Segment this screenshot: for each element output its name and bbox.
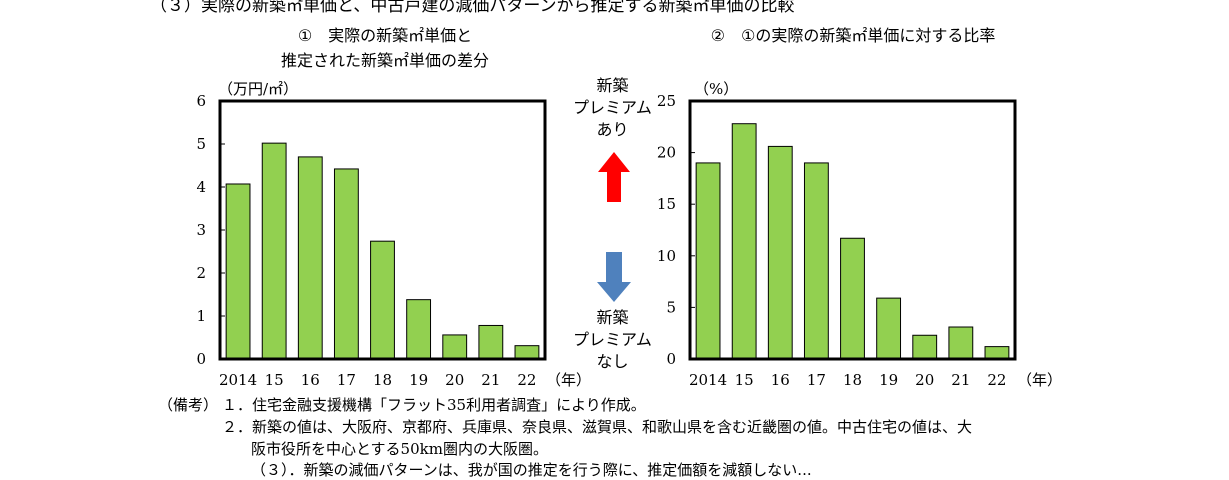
chart2-x-unit: （年）: [1017, 371, 1063, 389]
chart2-ytick-label: 0: [666, 350, 676, 368]
chart2-bar: [695, 162, 721, 360]
chart1-bar: [514, 345, 540, 360]
arrow-up-icon: [598, 152, 630, 202]
chart2-bar: [948, 326, 974, 360]
notes-label: （備考）: [158, 396, 219, 414]
chart1-plot: 0 1 2 3 4 5 6 2014 15 16 17 18 19 20 21 22: [196, 92, 547, 389]
chart2-xtick-label: 22: [987, 371, 1006, 389]
premium-no-label: 新築 プレミアム なし: [555, 307, 670, 373]
note-2: ２．新築の値は、大阪府、京都府、兵庫県、奈良県、滋賀県、和歌山県を含む近畿圏の値…: [222, 418, 973, 436]
chart2-bar: [984, 346, 1010, 360]
chart1-bar: [406, 299, 432, 360]
chart2-ytick-label: 5: [666, 298, 676, 316]
chart2-ytick-label: 15: [657, 195, 676, 213]
chart1-title-line1: ① 実際の新築㎡単価と: [297, 26, 473, 45]
arrow-down-icon: [597, 252, 631, 302]
chart2-xtick-label: 19: [879, 371, 898, 389]
chart2-xtick-label: 17: [807, 371, 826, 389]
premium-no-line1: 新築: [596, 308, 629, 327]
chart2-bar: [731, 123, 757, 360]
chart1-xtick-label: 15: [265, 371, 284, 389]
note-3: （３）．新築の減価パターンは、我が国の推定を行う際に、推定価額を減額しない...: [251, 461, 812, 479]
chart2-plot: 0 5 10 15 20 25 2014 15 16 17 18 19 20 21 22: [657, 92, 1017, 389]
chart2-ytick-label: 10: [657, 247, 676, 265]
chart2-xtick-label: 18: [843, 371, 862, 389]
chart2-xtick-label: 20: [915, 371, 934, 389]
chart2-bar: [767, 145, 793, 360]
chart2-ytick-label: 20: [657, 144, 676, 162]
chart1-bar: [261, 142, 287, 360]
chart2-xtick-label: 2014: [689, 371, 727, 389]
note-2-cont: 阪市役所を中心とする50km圏内の大阪圏。: [251, 440, 548, 458]
chart1-xtick-label: 21: [481, 371, 500, 389]
chart2-ytick-label: 25: [657, 92, 676, 110]
chart2-frame: [688, 99, 1017, 361]
chart2-xtick-label: 15: [735, 371, 754, 389]
chart2-bar: [840, 237, 865, 360]
chart1-ytick-label: 1: [196, 307, 206, 325]
chart1-ytick-label: 6: [196, 92, 206, 110]
chart1-bar: [333, 168, 359, 360]
chart2-xtick-label: 16: [771, 371, 790, 389]
chart1-bar: [370, 240, 395, 360]
premium-yes-line1: 新築: [596, 76, 629, 95]
chart1-ytick-label: 2: [196, 264, 206, 282]
chart2-bar: [803, 162, 829, 360]
chart1-xtick-label: 20: [445, 371, 464, 389]
chart2-bar: [876, 297, 902, 360]
chart1-bar: [442, 334, 468, 360]
chart1-xtick-label: 17: [337, 371, 356, 389]
chart2-y-unit: （%）: [694, 80, 739, 98]
section-heading: （３）実際の新築㎡単価と、中古戸建の減価パターンから推定する新築㎡単価の比較: [150, 0, 795, 16]
chart1-xtick-label: 18: [373, 371, 392, 389]
chart1-y-unit: （万円/㎡）: [218, 80, 299, 98]
chart1-bar: [478, 324, 504, 360]
chart1-xtick-label: 22: [517, 371, 536, 389]
premium-no-line3: なし: [596, 352, 629, 371]
chart2-xtick-label: 21: [951, 371, 970, 389]
chart1-frame: [218, 99, 547, 361]
chart1-ytick-label: 3: [196, 221, 206, 239]
chart2-bar: [912, 334, 938, 360]
chart1-title-line2: 推定された新築㎡単価の差分: [280, 51, 489, 70]
chart1-x-unit: （年）: [546, 371, 592, 389]
chart1-ytick-label: 4: [196, 178, 206, 196]
chart1-xtick-label: 19: [409, 371, 428, 389]
chart2-title: ② ①の実際の新築㎡単価に対する比率: [710, 26, 996, 45]
chart1-xtick-label: 16: [301, 371, 320, 389]
chart1-bar: [225, 183, 251, 360]
premium-no-line2: プレミアム: [573, 330, 652, 349]
premium-yes-line3: あり: [596, 120, 629, 139]
premium-yes-label: 新築 プレミアム あり: [555, 75, 670, 141]
note-1: １．住宅金融支援機構「フラット35利用者調査」により作成。: [222, 396, 646, 414]
premium-yes-line2: プレミアム: [573, 98, 652, 117]
chart1-ytick-label: 0: [196, 350, 206, 368]
chart1-bar: [297, 156, 323, 360]
chart1-ytick-label: 5: [196, 135, 206, 153]
chart1-xtick-label: 2014: [219, 371, 257, 389]
